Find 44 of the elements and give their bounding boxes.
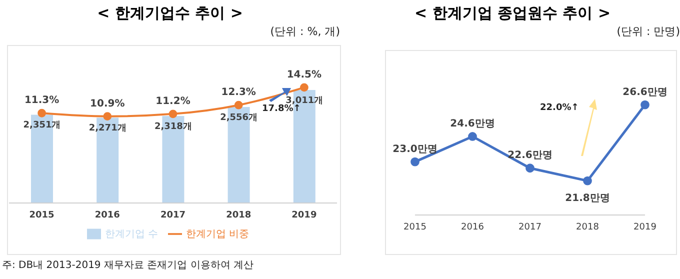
data-label: 24.6만명 xyxy=(450,118,495,130)
data-label: 10.9% xyxy=(90,98,125,110)
x-tick-label: 2017 xyxy=(160,210,186,220)
data-label: 21.8만명 xyxy=(565,192,610,204)
point xyxy=(410,157,420,166)
data-label: 23.0만명 xyxy=(392,144,438,155)
point xyxy=(583,176,592,186)
x-tick-label: 2015 xyxy=(29,210,54,220)
x-tick-label: 2018 xyxy=(226,210,252,220)
chart-title: < 한계기업수 추이 > xyxy=(96,4,244,23)
legend-label: 한계기업 수 xyxy=(104,229,158,240)
point xyxy=(103,112,112,121)
x-tick-label: 2019 xyxy=(634,222,657,232)
data-label: 11.3% xyxy=(24,95,60,106)
point xyxy=(526,164,534,173)
data-label: 11.2% xyxy=(156,96,190,107)
legend-label: 한계기업 비중 xyxy=(186,229,250,240)
x-tick-label: 2016 xyxy=(94,210,120,220)
text: (단위 : 만명) xyxy=(616,24,680,39)
data-label: 14.5% xyxy=(286,69,322,80)
data-label: 2,556개 xyxy=(220,113,258,124)
x-tick-label: 2019 xyxy=(292,210,317,220)
point xyxy=(640,100,650,110)
text: 주: DB내 2013-2019 재무자료 존재기업 이용하여 계산 xyxy=(2,259,255,272)
x-tick-label: 2016 xyxy=(461,222,484,232)
point xyxy=(468,132,477,141)
x-tick-label: 2015 xyxy=(404,222,426,232)
data-label: 22.6만명 xyxy=(508,150,552,162)
x-tick-label: 2018 xyxy=(576,222,600,232)
chart-title: < 한계기업 종업원수 추이 > xyxy=(413,4,612,23)
data-label: 12.3% xyxy=(221,87,256,98)
data-label: 3,011개 xyxy=(286,96,324,106)
text: (단위 : %, 개) xyxy=(269,24,340,39)
point xyxy=(38,108,46,118)
x-tick-label: 2017 xyxy=(518,222,542,232)
data-label: 26.6만명 xyxy=(622,86,668,98)
annotation: 22.0%↑ xyxy=(540,103,580,113)
point xyxy=(234,100,243,110)
point xyxy=(300,83,308,92)
annotation: 17.8%↑ xyxy=(262,104,301,114)
data-label: 2,271개 xyxy=(88,124,126,134)
data-label: 2,351개 xyxy=(23,120,61,131)
data-label: 2,318개 xyxy=(154,122,192,132)
point xyxy=(168,110,178,118)
